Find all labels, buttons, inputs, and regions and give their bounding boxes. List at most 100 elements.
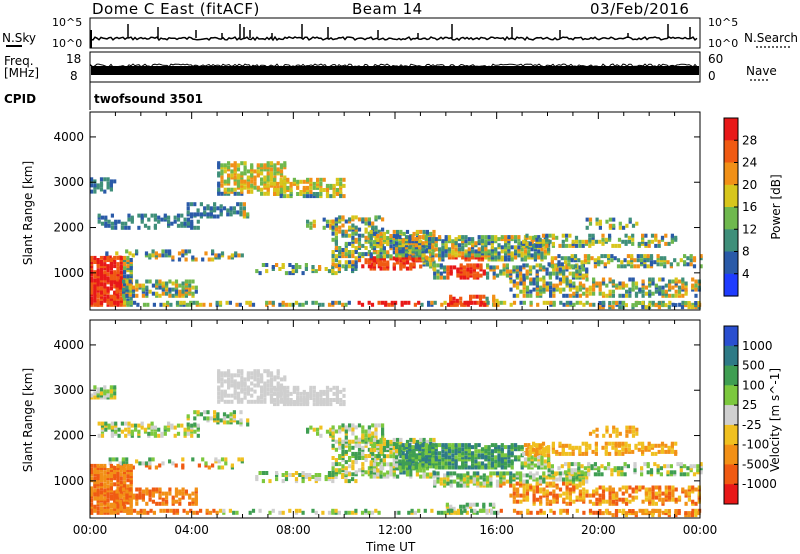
velocity-cell	[582, 487, 586, 492]
power-cell	[357, 241, 362, 246]
velocity-cell	[535, 481, 539, 486]
velocity-cell	[476, 471, 480, 476]
velocity-cell	[419, 468, 423, 473]
velocity-cell	[500, 453, 504, 458]
velocity-cell	[103, 463, 107, 468]
velocity-cell	[151, 499, 155, 504]
power-cell	[269, 177, 274, 182]
power-cell	[319, 192, 323, 196]
velocity-cell	[631, 497, 635, 502]
velocity-cell	[93, 463, 97, 468]
power-cell	[306, 177, 310, 182]
power-cell	[683, 260, 687, 265]
power-cell	[430, 300, 434, 305]
velocity-cell	[294, 471, 299, 475]
velocity-cell	[109, 385, 113, 390]
velocity-cell	[372, 462, 377, 467]
velocity-cell	[93, 468, 97, 472]
velocity-cell	[421, 447, 425, 452]
power-cell	[178, 293, 182, 298]
power-cell	[598, 291, 602, 296]
power-cell	[486, 275, 490, 280]
power-cell	[691, 277, 695, 282]
velocity-cell	[325, 429, 330, 434]
power-cell	[644, 291, 648, 296]
velocity-cell	[312, 398, 316, 402]
power-cell	[137, 213, 141, 218]
power-cell	[338, 215, 342, 220]
velocity-cell	[116, 502, 120, 507]
power-cell	[424, 249, 428, 254]
velocity-cell	[471, 457, 475, 462]
velocity-cell	[392, 437, 396, 442]
velocity-cell	[165, 499, 169, 504]
power-cell	[199, 302, 203, 307]
power-cell	[367, 231, 371, 236]
velocity-cell	[334, 462, 338, 467]
power-cell	[187, 249, 192, 254]
power-cell	[684, 287, 688, 292]
velocity-cell	[512, 495, 516, 500]
velocity-cell	[530, 445, 534, 450]
power-cell	[466, 271, 470, 276]
velocity-cell	[246, 422, 250, 427]
power-cell	[233, 161, 237, 166]
velocity-cell	[357, 423, 362, 428]
velocity-cell	[687, 497, 691, 502]
velocity-cell	[578, 475, 582, 480]
velocity-cell	[628, 499, 632, 504]
velocity-cell	[505, 471, 509, 476]
power-cell	[581, 273, 585, 278]
velocity-cell	[188, 493, 192, 498]
velocity-cell	[106, 484, 110, 489]
velocity-cell	[684, 501, 688, 506]
velocity-cell	[487, 465, 491, 470]
power-cell	[361, 252, 365, 257]
velocity-cell	[325, 396, 330, 400]
velocity-cell	[322, 402, 326, 407]
velocity-cell	[204, 463, 208, 468]
velocity-cell	[697, 485, 701, 490]
velocity-cell	[329, 398, 333, 402]
power-cell	[386, 266, 390, 271]
velocity-cell	[144, 463, 149, 468]
velocity-cell	[123, 470, 127, 475]
power-cell	[354, 267, 358, 271]
power-cell	[227, 161, 231, 166]
power-cell	[236, 191, 241, 196]
power-cell	[575, 269, 579, 274]
power-cell	[256, 169, 260, 174]
power-cell	[116, 274, 120, 279]
power-cell	[615, 283, 619, 288]
power-cell	[99, 262, 104, 267]
power-cell	[312, 219, 316, 224]
power-cell	[415, 229, 419, 234]
velocity-cell	[301, 477, 305, 482]
velocity-cell	[651, 499, 655, 504]
velocity-cell	[260, 399, 264, 404]
power-cell	[471, 245, 475, 250]
velocity-cell	[93, 482, 97, 487]
velocity-cell	[217, 391, 221, 396]
velocity-cell	[130, 423, 134, 428]
velocity-cell	[206, 410, 210, 415]
power-cell	[306, 223, 310, 228]
power-cell	[260, 177, 264, 182]
velocity-cell	[578, 491, 582, 496]
power-cell	[127, 213, 131, 218]
power-cell	[514, 249, 518, 254]
velocity-cell	[223, 391, 227, 396]
power-cell	[278, 267, 282, 271]
velocity-cell	[126, 466, 130, 470]
power-cell	[538, 237, 542, 242]
power-cell	[283, 175, 287, 180]
power-cell	[479, 273, 483, 278]
power-cell	[128, 279, 132, 284]
velocity-cell	[425, 472, 429, 477]
velocity-cell	[575, 497, 579, 502]
velocity-cell	[538, 443, 542, 448]
velocity-cell	[644, 491, 648, 496]
power-cell	[145, 285, 149, 290]
power-cell	[374, 225, 378, 230]
velocity-cell	[532, 497, 536, 502]
